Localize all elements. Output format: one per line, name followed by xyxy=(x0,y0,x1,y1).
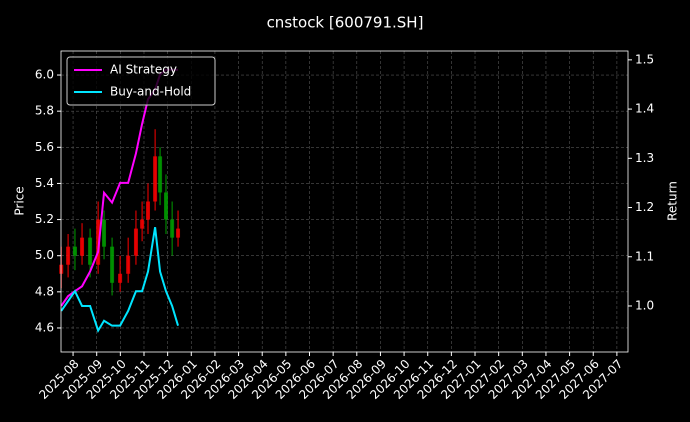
candle-body xyxy=(153,156,158,202)
series-line xyxy=(60,227,179,333)
legend: AI Strategy Buy-and-Hold xyxy=(66,56,216,106)
legend-label: Buy-and-Hold xyxy=(110,85,191,99)
y-tick-label: 6.0 xyxy=(35,68,54,82)
plot-frame xyxy=(60,50,629,353)
y-tick-label: 4.6 xyxy=(35,320,54,334)
candle-body xyxy=(72,246,77,256)
candle-body xyxy=(102,219,107,247)
legend-frame xyxy=(66,56,216,106)
y-tick-label: 4.8 xyxy=(35,284,54,298)
y-tick-label: 5.4 xyxy=(35,176,54,190)
candle-body xyxy=(66,246,71,265)
candle-body xyxy=(146,201,151,220)
y2-tick-label: 1.3 xyxy=(635,151,654,165)
y2-tick-label: 1.5 xyxy=(635,52,654,66)
candle-body xyxy=(110,246,115,283)
y2-tick-label: 1.2 xyxy=(635,200,654,214)
chart-title: cnstock [600791.SH] xyxy=(267,14,424,32)
y2-tick-label: 1.0 xyxy=(635,298,654,312)
y-tick-label: 5.0 xyxy=(35,248,54,262)
candle-body xyxy=(118,273,123,283)
y-tick-label: 5.6 xyxy=(35,140,54,154)
y2-tick-label: 1.1 xyxy=(635,249,654,263)
candle-body xyxy=(163,192,168,220)
y2-tick-label: 1.4 xyxy=(635,102,654,116)
candle-body xyxy=(133,228,138,256)
y-tick-label: 5.8 xyxy=(35,104,54,118)
candle-body xyxy=(158,156,163,193)
y-tick-label: 5.2 xyxy=(35,212,54,226)
candle-body xyxy=(80,237,85,256)
legend-label: AI Strategy xyxy=(110,63,177,77)
candle-body xyxy=(170,219,175,238)
candle-body xyxy=(88,237,93,265)
candle-body xyxy=(176,228,181,238)
candle-body xyxy=(140,219,145,229)
y2-axis-label: Return xyxy=(666,181,680,221)
y-axis-label: Price xyxy=(13,186,27,215)
candle-body xyxy=(126,255,131,274)
